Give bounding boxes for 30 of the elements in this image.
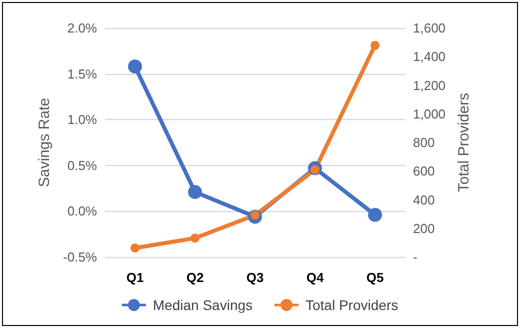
point bbox=[128, 59, 142, 74]
point bbox=[370, 40, 380, 50]
point bbox=[368, 208, 382, 222]
y2-tick-label: 1,000 bbox=[413, 106, 446, 122]
y2-axis-title: Total Providers bbox=[455, 92, 472, 192]
y2-tick-label: 1,400 bbox=[413, 49, 446, 64]
y-tick-label: 1.0% bbox=[67, 112, 98, 128]
y-tick-label: 0.0% bbox=[67, 204, 98, 219]
y2-tick-label: 1,200 bbox=[413, 78, 446, 93]
y-axis-title: Savings Rate bbox=[36, 98, 54, 188]
x-tick-label: Q5 bbox=[366, 270, 384, 285]
x-tick-label: Q1 bbox=[126, 270, 144, 285]
y-tick-label: 1.5% bbox=[67, 66, 98, 82]
y-tick-label: 0.5% bbox=[67, 158, 98, 173]
point bbox=[190, 234, 200, 243]
y2-tick-label: 1,600 bbox=[413, 20, 446, 36]
y-tick-label: 2.0% bbox=[67, 20, 98, 36]
legend-label: Median Savings bbox=[152, 297, 253, 313]
y-tick-label: -0.5% bbox=[63, 250, 98, 264]
x-tick-label: Q3 bbox=[246, 270, 264, 285]
y2-tick-label: 200 bbox=[413, 220, 435, 236]
x-tick-label: Q2 bbox=[186, 270, 204, 285]
point bbox=[130, 243, 140, 252]
point bbox=[188, 184, 202, 199]
y2-tick-label: 600 bbox=[413, 164, 435, 179]
legend-label: Total Providers bbox=[306, 297, 398, 313]
x-tick-label: Q4 bbox=[306, 270, 324, 285]
y2-tick-label: - bbox=[413, 250, 418, 264]
y2-tick-label: 800 bbox=[413, 135, 435, 150]
y2-tick-label: 400 bbox=[413, 192, 435, 208]
